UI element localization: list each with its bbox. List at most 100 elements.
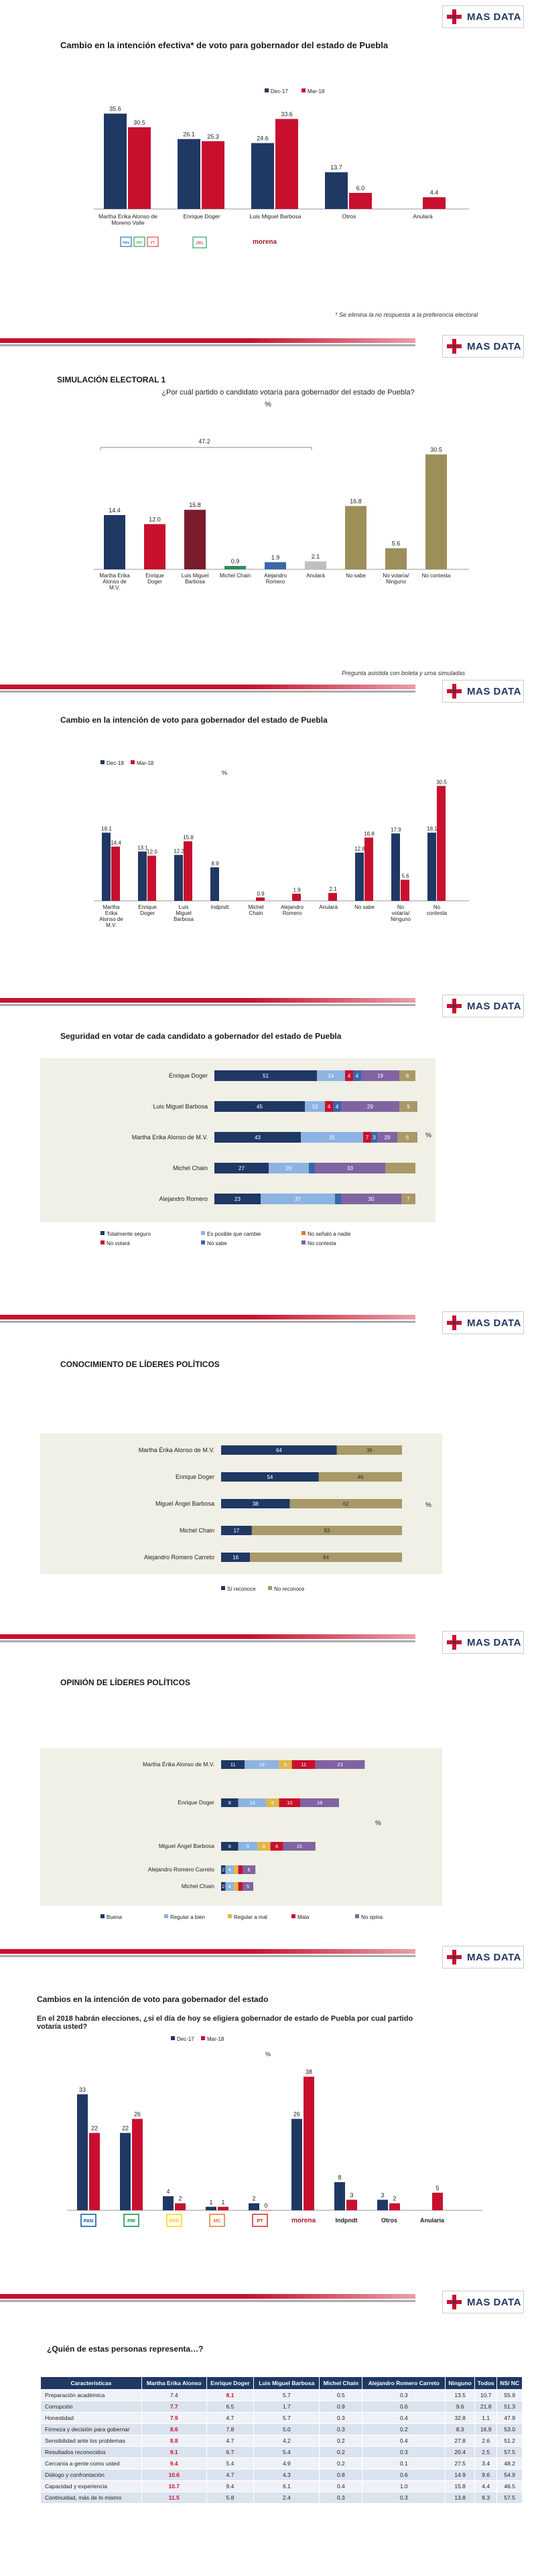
data-label: 0.9 [231,558,240,565]
table-cell: 0.3 [319,2492,363,2504]
bar [423,197,446,209]
segment-label: 30 [368,1196,375,1202]
bar-segment [221,1798,239,1807]
brand-label: MAS DATA [467,340,521,352]
segment-label: 43 [255,1135,261,1141]
cross-icon [447,1950,462,1964]
legend-label: Sí reconoce [227,1586,256,1592]
divider-bar [0,1315,415,1319]
bar-segment [243,1882,253,1891]
data-label: 14.4 [109,507,121,514]
party-logo-text: PAN [84,2219,93,2224]
bar [132,2119,143,2210]
row-label: Firmeza y decisión para gobernar [40,2423,142,2435]
table-cell: 6.1 [253,2480,320,2492]
data-label: 35.6 [109,106,121,113]
bar-segment [225,1865,234,1874]
bar [104,113,127,209]
bar-segment [221,1882,226,1891]
bar [389,2203,400,2210]
bar [401,879,409,901]
bar-segment [238,1882,243,1891]
data-label: 33 [79,2086,86,2093]
table-header: Enrique Doger [206,2376,255,2390]
segment-label: 37 [295,1196,301,1202]
table-row: Diálogo y confrontación 10.6 4.7 4.3 0.8 0.6 1… [40,2469,523,2481]
table-cell: 8.1 [206,2389,255,2401]
party-logo [120,236,132,247]
divider-line [0,1004,415,1006]
bar-segment [245,1760,279,1769]
legend-label: Es posible que cambie [207,1231,261,1237]
plot-bg [40,1748,442,1906]
chart6: Martha Érika Alonso de M.V. 11 16 6 11 23 Enri… [40,1748,442,1920]
table-cell: 7.8 [206,2423,255,2435]
bar-segment [341,1101,399,1112]
bar [147,855,156,901]
segment-label: 27 [239,1165,245,1171]
category-label: No votaría/Ninguno [391,904,411,922]
table-cell: 5.0 [253,2423,320,2435]
chart1: Dec-17 Mar-18 35.6 30.5 Martha Erika Alonso … [94,88,469,248]
segment-label: 84 [323,1555,329,1561]
data-label: 16.8 [350,498,362,505]
data-label: 26.1 [183,131,195,138]
table-cell: 0.2 [319,2446,363,2458]
segment-label: 11 [301,1762,306,1768]
divider-line [0,344,415,346]
legend-swatch [100,760,105,764]
party-logo-text: PRD [170,2219,180,2224]
table-cell: 5.8 [206,2492,255,2504]
brand-logo: MAS DATA [442,680,524,703]
table-cell: 0.3 [362,2492,446,2504]
legend-label: Regular a bien [170,1914,205,1920]
table-cell: 5.7 [253,2389,320,2401]
bar-segment [250,1553,402,1562]
legend-swatch [228,1914,232,1918]
bar [275,119,298,209]
category-label: Martha Erika Alonso de M.V. [99,904,123,928]
table-header: Michel Chain [319,2376,363,2390]
data-label: 5 [436,2185,439,2192]
divider-bar [0,1634,415,1639]
segment-label: 54 [267,1474,273,1480]
data-label: 30.5 [436,779,447,785]
bar-segment [221,1760,245,1769]
table-cell: 0.8 [319,2469,363,2481]
table-cell: 4.4 [474,2480,498,2492]
chart2-title: SIMULACIÓN ELECTORAL 1 [57,375,166,384]
table-cell: 11.5 [141,2492,207,2504]
bar-segment [377,1132,397,1143]
bar-segment [221,1842,239,1851]
party-logo-text: MC [214,2219,221,2224]
table-cell: 8.3 [474,2492,498,2504]
table-cell: 13.5 [445,2389,476,2401]
bar [138,851,147,901]
row-label: Alejandro Romero Carreto [148,1866,214,1873]
morena-logo: morena [253,238,277,246]
table-row: Continuidad, más de lo mismo 11.5 5.8 2.4 0.… [40,2492,523,2504]
party-logo [252,2214,268,2227]
table-header: Características [40,2376,142,2390]
segment-label: 8 [228,1800,231,1806]
bar-segment [335,1194,341,1204]
segment-label: 46 [357,1474,363,1480]
category-label: Alejandro Romero [281,904,304,916]
table-cell: 0.3 [362,2446,446,2458]
pct-label: % [265,2051,271,2058]
bar [265,562,286,569]
category-label: No contesta [422,573,451,579]
legend-swatch [265,88,269,92]
table-cell: 27.8 [445,2435,476,2447]
segment-label: 4 [328,1104,331,1110]
bar-segment [221,1445,337,1455]
divider-line [0,1640,415,1642]
party-logo-text: PRI [127,2219,135,2224]
party-logo [209,2214,225,2227]
bar [224,565,246,569]
category-label: Michel Chain [220,573,251,579]
bar-segment [336,1445,402,1455]
chart3-title: Cambio en la intención de voto para gobe… [60,715,328,725]
category-label: Anulará [413,213,433,220]
